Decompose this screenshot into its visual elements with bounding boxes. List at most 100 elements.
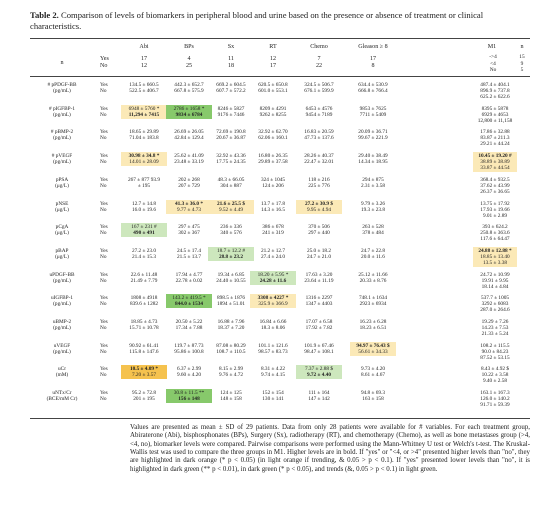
cell-value-no: 23.48 ± 33.19 xyxy=(174,159,204,166)
cell-value-yes: 12.7 ± 14.8 xyxy=(131,200,157,207)
cell-value-no: 9.74 ± 4.15 xyxy=(260,372,286,379)
cell-value-no: 676.1 ± 599.9 xyxy=(304,88,334,94)
cell-value-yes: 18.85 ± 4.73 xyxy=(130,319,158,325)
cell-value-yes: 94.8 ± 69.3 xyxy=(360,390,386,397)
cell-value-yes: 634.4 ± 530.9 xyxy=(358,82,388,88)
m1-value: 21.33 ± 5.24 xyxy=(481,331,509,337)
column-n-yes: 11 xyxy=(228,56,234,62)
row-yes-label: Yes xyxy=(100,319,108,325)
m1-value: 87.52 ± 53.15 xyxy=(480,354,510,361)
column-n-yes: 17 xyxy=(369,56,377,62)
cell-value-no: 9176 ± 7446 xyxy=(217,111,245,118)
column-n-no: 17 xyxy=(269,63,277,69)
cell-value-yes: 267 ± 877 93.9 xyxy=(127,176,161,183)
cell-value-yes: 101.9 ± 67.46 xyxy=(304,342,334,349)
cell-value-no: 302 ± 367 xyxy=(178,230,200,237)
cell-value-no: 9454 ± 7189 xyxy=(305,111,333,118)
cell-value-no: 62.06 ± 160.1 xyxy=(258,135,288,142)
cell-value-yes: 17.94 ± 4.77 xyxy=(175,271,203,278)
cell-value-yes: 24.7 ± 22.8 xyxy=(360,247,386,254)
m1-header: M1 xyxy=(487,44,497,50)
highlight-cell xyxy=(166,389,212,404)
row-yes-label: Yes xyxy=(100,295,108,302)
highlight-cell xyxy=(473,152,517,173)
cell-value-no: 71.04 ± 183.8 xyxy=(129,135,159,142)
highlight-cell xyxy=(350,341,396,356)
cell-value-no: 156 ± 148 xyxy=(178,396,200,403)
cell-value-no: 23.64 ± 11.19 xyxy=(304,277,334,284)
row-no-label: No xyxy=(100,348,107,355)
row-yes-label: Yes xyxy=(100,247,108,254)
header-rule xyxy=(30,76,530,77)
row-yes-label: Yes xyxy=(100,176,108,183)
cell-value-yes: 669.2 ± 604.5 xyxy=(216,82,246,88)
row-label: # pIGFBP-1 xyxy=(48,105,76,112)
cell-value-yes: 2786 ± 1658 * xyxy=(173,105,205,112)
highlight-cell xyxy=(121,223,167,238)
cell-value-yes: 152 ± 154 xyxy=(262,390,284,397)
cell-value-no: 241 ± 319 xyxy=(262,230,284,237)
cell-value-no: 9.72 ± 4.40 xyxy=(306,372,332,379)
m1-value: 13.75 ± 17.92 xyxy=(480,200,510,207)
row-no-label: No xyxy=(100,396,107,403)
row-no-label: No xyxy=(100,182,107,189)
row-yes-label: Yes xyxy=(100,366,108,373)
cell-value-yes: 297 ± 475 xyxy=(178,224,200,231)
cell-value-no: 130 ± 141 xyxy=(262,396,284,403)
cell-value-yes: 20.09 ± 36.71 xyxy=(358,129,388,136)
row-unit: (BCE/mM Cr) xyxy=(46,396,78,403)
cell-value-yes: 30.8 ± 11.5 ** xyxy=(173,390,205,397)
cell-value-no: 47.73 ± 137.6 xyxy=(304,135,334,142)
m1-group-n: 9 xyxy=(520,60,524,67)
cell-value-yes: 6.37 ± 2.99 xyxy=(176,366,202,373)
highlight-cell xyxy=(208,199,254,214)
cell-value-no: 95.86 ± 100.8 xyxy=(174,348,204,355)
highlight-cell xyxy=(250,294,296,309)
column-n-yes: 12 xyxy=(269,56,277,62)
row-label: # pVEGF xyxy=(51,153,73,160)
cell-value-no: 24.7 ± 21.0 xyxy=(306,253,332,260)
table-caption-text: Comparison of levels of biomarkers in pe… xyxy=(30,10,484,31)
m1-value: 6929 ± 4653 xyxy=(481,111,509,118)
cell-value-yes: 898.5 ± 1876 xyxy=(216,295,246,302)
cell-value-no: 98.57 ± 83.73 xyxy=(258,348,288,355)
row-yes-label: Yes xyxy=(100,224,108,231)
cell-value-no: 9.52 ± 4.49 xyxy=(218,206,244,213)
column-n-no: 22 xyxy=(315,63,323,69)
m1-value: 625.2 ± 622.6 xyxy=(480,94,510,100)
cell-value-yes: 386 ± 678 xyxy=(262,224,284,231)
cell-value-yes: 119.7 ± 87.73 xyxy=(174,342,204,349)
m1-value: 18.85 ± 13.40 xyxy=(480,253,510,260)
row-no-label: No xyxy=(100,253,107,260)
cell-value-yes: 95.2 ± 72.8 xyxy=(131,390,157,397)
cell-value-no: 108.7 ± 110.5 xyxy=(216,348,246,355)
cell-value-no: 28.8 ± 23.2 xyxy=(218,253,244,260)
cell-value-no: 207 ± 729 xyxy=(178,182,200,189)
row-unit: (pg/mL) xyxy=(53,301,71,308)
cell-value-no: 9262 ± 8255 xyxy=(259,111,287,118)
row-yes-label: Yes xyxy=(100,153,108,160)
cell-value-yes: 236 ± 336 xyxy=(220,224,242,231)
row-unit: (pg/mL) xyxy=(53,135,71,142)
cell-value-yes: 18.65 ± 29.89 xyxy=(129,129,159,136)
cell-value-no: 98.47 ± 108.1 xyxy=(304,348,334,355)
cell-value-yes: 1808 ± 4918 xyxy=(130,295,158,302)
cell-value-no: 7.20 ± 3.57 xyxy=(131,372,157,379)
row-label: pPSA xyxy=(55,176,69,183)
cell-value-no: 9.60 ± 4.20 xyxy=(176,372,202,379)
row-label: pNSE xyxy=(55,200,69,207)
cell-value-no: 2.31 ± 3.58 xyxy=(360,182,386,189)
cell-value-no: 14.34 ± 18.95 xyxy=(358,159,388,166)
row-label: uIGFBP-1 xyxy=(50,295,74,302)
row-unit: (pg/mL) xyxy=(53,348,71,355)
row-yes-label: Yes xyxy=(100,342,108,349)
row-yes-label: Yes xyxy=(100,271,108,278)
cell-value-no: 20.0 ± 11.6 xyxy=(361,253,385,260)
row-unit: (pg/mL) xyxy=(53,277,71,284)
cell-value-no: 27.4 ± 24.0 xyxy=(260,253,286,260)
m1-value: 163.1 ± 167.3 xyxy=(480,390,510,397)
cell-value-yes: 25.12 ± 11.66 xyxy=(358,271,388,278)
m1-value: 17.86 ± 32.88 xyxy=(480,129,510,136)
cell-value-no: 17.34 ± 7.88 xyxy=(175,325,203,331)
cell-value-yes: 16.88 ± 7.96 xyxy=(217,319,245,325)
